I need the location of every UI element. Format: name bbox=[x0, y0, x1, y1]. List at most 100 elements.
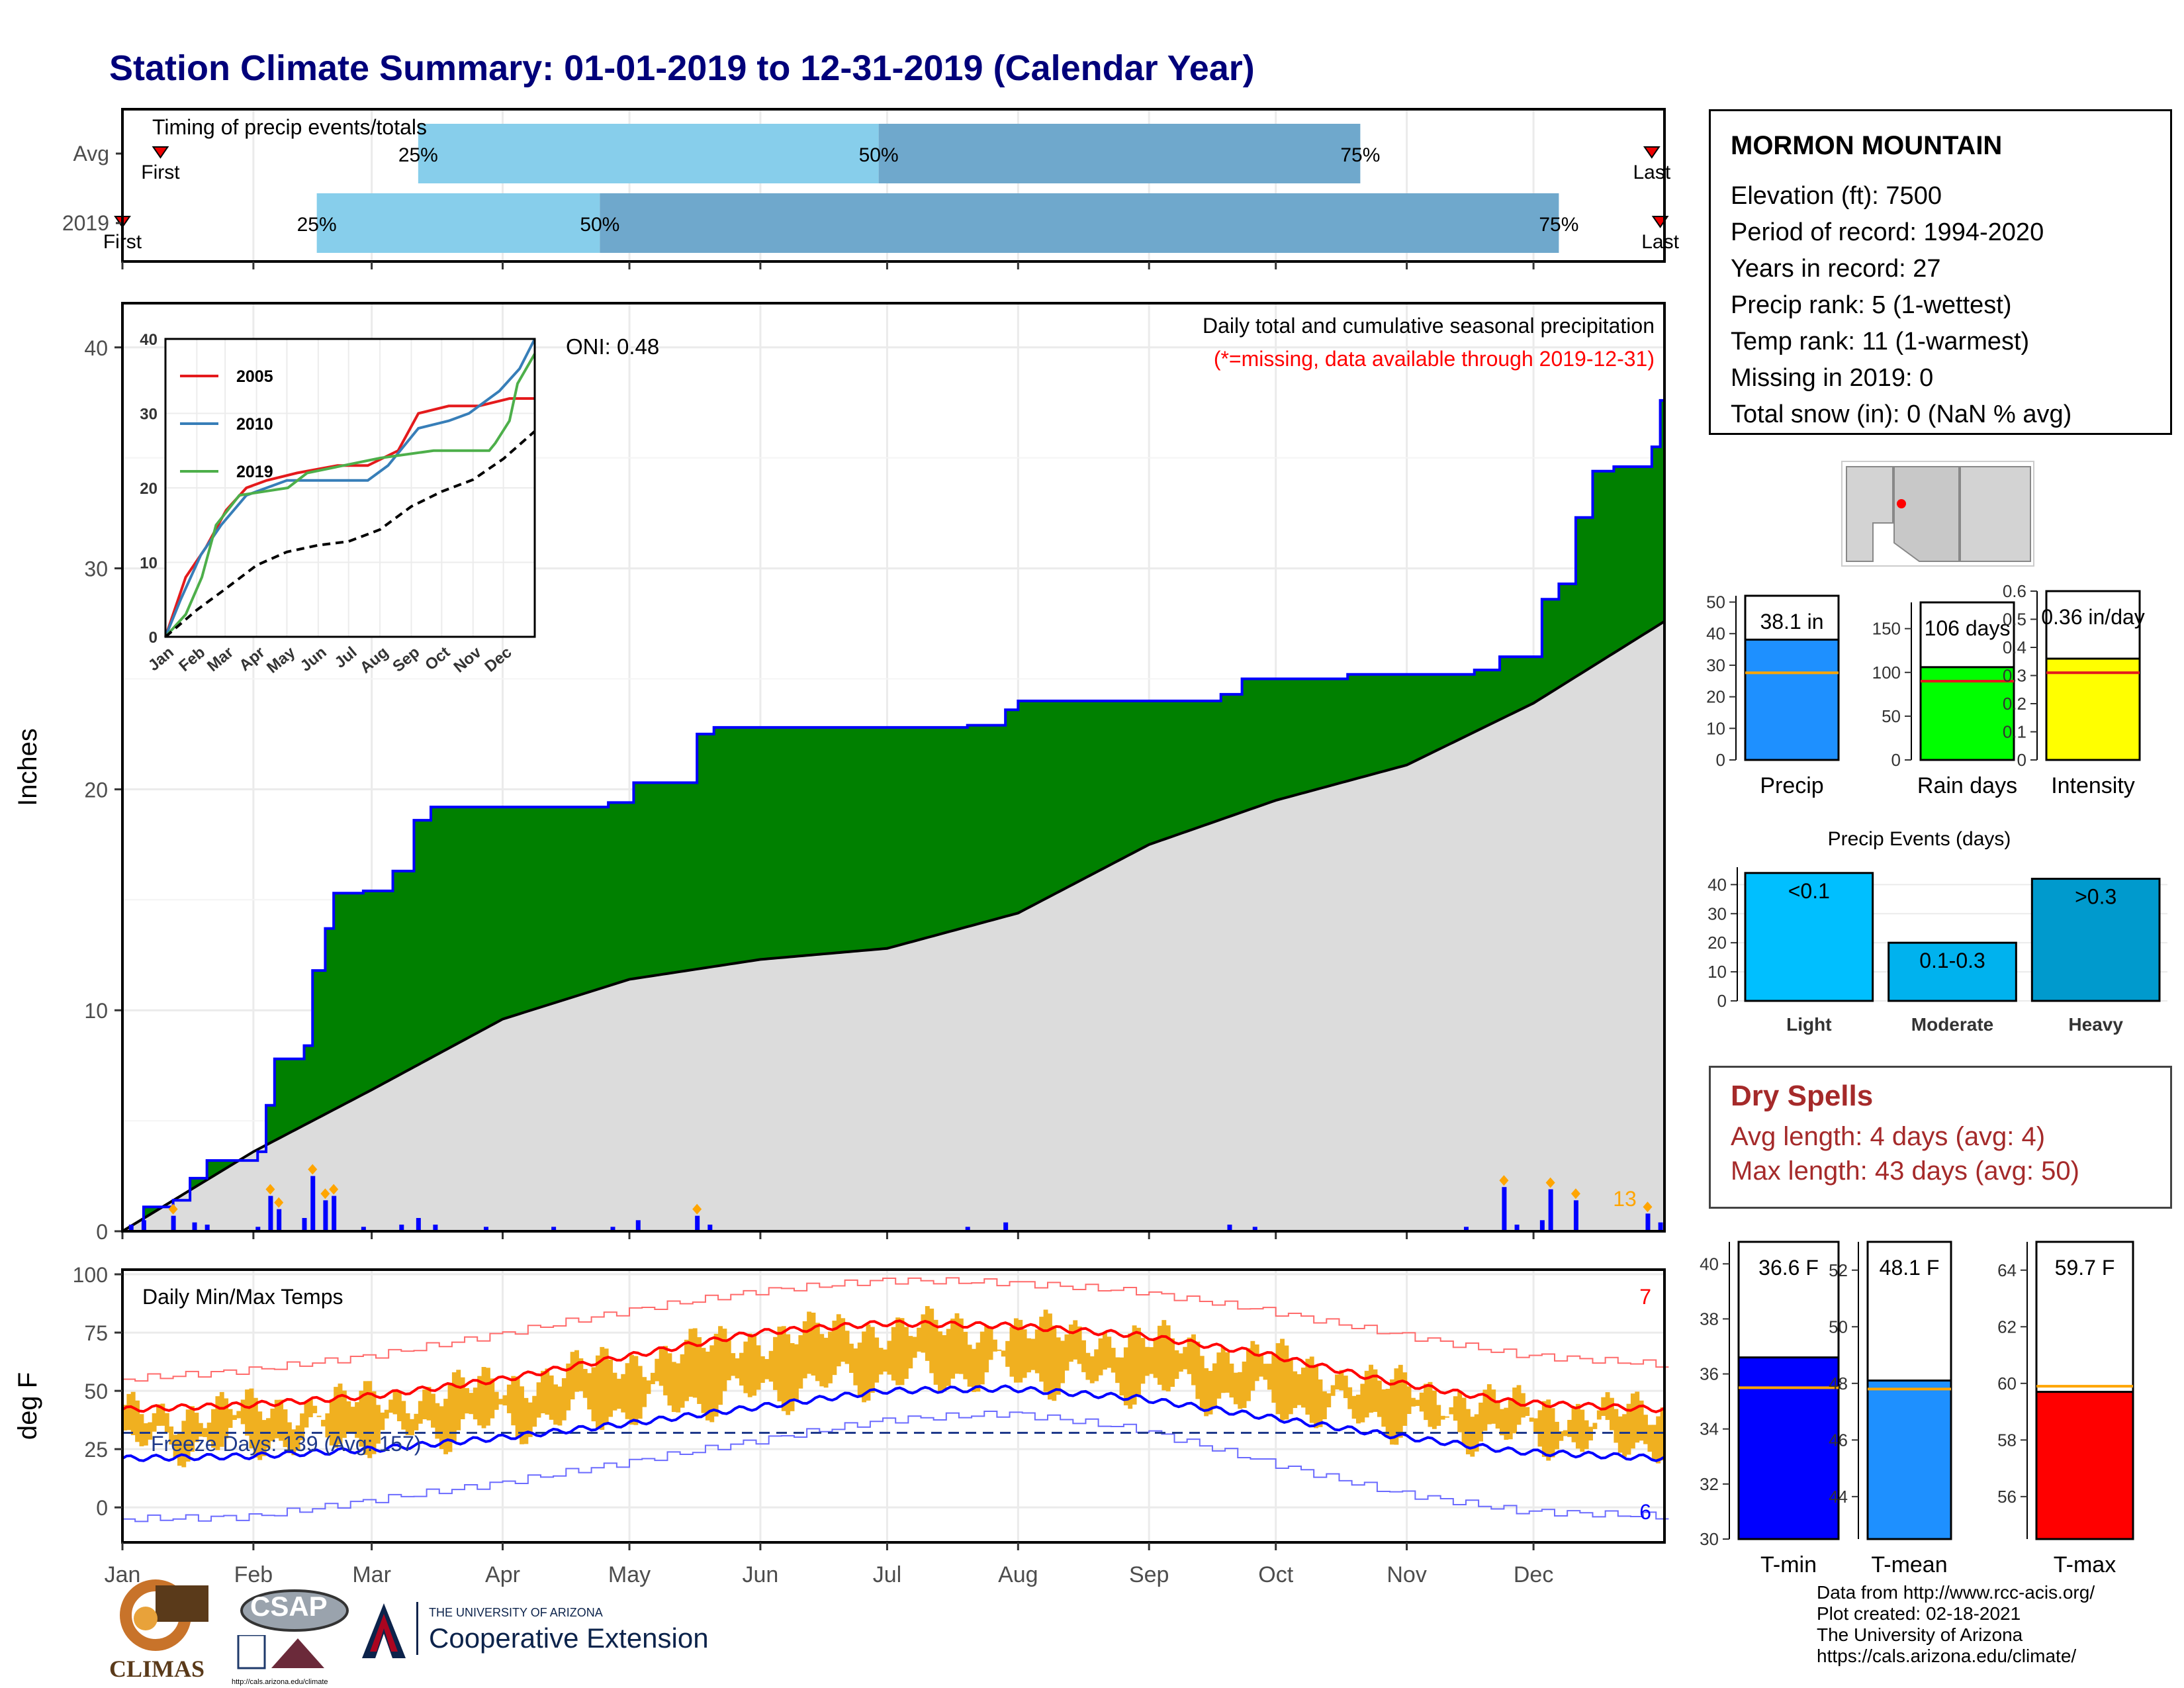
precip-total-y-tick-label: 30 bbox=[1706, 655, 1725, 675]
tmax-bar bbox=[2035, 1391, 2134, 1540]
precip-total-y-tick-label: 10 bbox=[1706, 718, 1725, 738]
precip-y-axis-label: Inches bbox=[13, 728, 42, 806]
daily-precip-bar bbox=[128, 1224, 134, 1231]
daily-temp-range-bar bbox=[1610, 1397, 1614, 1430]
daily-temp-range-bar bbox=[637, 1366, 643, 1419]
avg-min-line bbox=[122, 1384, 1666, 1462]
daily-temp-range-bar bbox=[832, 1321, 837, 1376]
daily-temp-range-bar bbox=[185, 1409, 191, 1462]
month-tick-label: Feb bbox=[234, 1562, 273, 1587]
tmin-bar bbox=[1737, 1356, 1840, 1540]
daily-temp-range-bar bbox=[1626, 1403, 1631, 1455]
daily-temp-range-bar bbox=[1280, 1338, 1285, 1421]
daily-temp-range-bar bbox=[1432, 1390, 1437, 1429]
daily-temp-range-bar bbox=[295, 1425, 300, 1451]
daily-temp-range-bar bbox=[954, 1313, 960, 1374]
daily-temp-range-bar bbox=[933, 1319, 938, 1385]
daily-temp-range-bar bbox=[1060, 1340, 1066, 1383]
daily-temp-range-bar bbox=[1212, 1363, 1217, 1407]
daily-temp-range-bar bbox=[515, 1376, 520, 1438]
daily-temp-range-bar bbox=[1246, 1348, 1251, 1401]
daily-temp-range-bar bbox=[1301, 1368, 1306, 1408]
daily-precip-bar bbox=[551, 1227, 557, 1231]
daily-temp-range-bar bbox=[1614, 1409, 1619, 1443]
daily-temp-range-bar bbox=[1026, 1338, 1031, 1373]
daily-temp-range-bar bbox=[1410, 1397, 1416, 1407]
daily-temp-range-bar bbox=[1630, 1393, 1635, 1449]
daily-temp-range-bar bbox=[536, 1382, 541, 1418]
daily-temp-range-bar bbox=[642, 1377, 647, 1407]
daily-temp-range-bar bbox=[350, 1407, 355, 1433]
daily-temp-range-bar bbox=[1208, 1370, 1213, 1415]
daily-precip-bar bbox=[695, 1215, 700, 1231]
daily-temp-range-bar bbox=[435, 1403, 440, 1439]
daily-temp-range-bar bbox=[1482, 1389, 1488, 1431]
daily-precip-bar bbox=[433, 1224, 438, 1231]
daily-temp-range-bar bbox=[1453, 1396, 1458, 1421]
daily-temp-range-bar bbox=[460, 1377, 465, 1420]
daily-max-marker bbox=[329, 1184, 339, 1195]
inset-y-tick-label: 40 bbox=[140, 331, 158, 349]
daily-temp-range-bar bbox=[1009, 1327, 1015, 1377]
timing-panel-border bbox=[121, 108, 1666, 263]
daily-precip-bar bbox=[1502, 1187, 1507, 1231]
daily-temp-range-bar bbox=[228, 1409, 233, 1429]
daily-temp-range-bar bbox=[219, 1391, 224, 1447]
daily-temp-range-bar bbox=[1351, 1395, 1357, 1419]
daily-temp-range-bar bbox=[1089, 1356, 1095, 1383]
inset-border bbox=[164, 338, 536, 638]
daily-temp-range-bar bbox=[1457, 1391, 1463, 1432]
temp-y-axis-label: deg F bbox=[13, 1372, 42, 1440]
daily-temp-range-bar bbox=[485, 1368, 490, 1426]
daily-temp-range-bar bbox=[371, 1391, 377, 1454]
daily-temp-range-bar bbox=[587, 1373, 592, 1410]
daily-temp-range-bar bbox=[1094, 1349, 1099, 1382]
precip-y-tick-label: 0 bbox=[96, 1220, 108, 1244]
map-state-newmexico bbox=[1960, 466, 2031, 562]
daily-temp-range-bar bbox=[768, 1350, 774, 1382]
daily-temp-range-bar bbox=[1394, 1368, 1399, 1445]
daily-temp-range-bar bbox=[1563, 1430, 1568, 1436]
daily-temp-range-bar bbox=[929, 1308, 934, 1374]
daily-temp-range-bar bbox=[1326, 1393, 1332, 1407]
daily-temp-range-bar bbox=[1034, 1329, 1040, 1374]
daily-temp-range-bar bbox=[701, 1348, 706, 1413]
daily-temp-range-bar bbox=[1318, 1379, 1323, 1427]
station-name: MORMON MOUNTAIN bbox=[1731, 131, 2003, 160]
temp-y-tick-label: 50 bbox=[84, 1380, 108, 1403]
daily-temp-range-bar bbox=[1537, 1410, 1543, 1447]
daily-temp-range-bar bbox=[857, 1342, 862, 1397]
mountain-icon bbox=[237, 1634, 324, 1669]
daily-temp-range-bar bbox=[697, 1337, 702, 1404]
tmin-y-tick-label: 38 bbox=[1700, 1309, 1719, 1329]
daily-temp-range-bar bbox=[1330, 1385, 1336, 1396]
daily-precip-bar bbox=[1252, 1227, 1257, 1231]
daily-temp-range-bar bbox=[1043, 1309, 1048, 1392]
precip-total-y-tick-label: 0 bbox=[1716, 750, 1725, 770]
daily-temp-range-bar bbox=[249, 1388, 254, 1448]
daily-max-marker bbox=[1570, 1188, 1580, 1199]
daily-temp-range-bar bbox=[211, 1409, 216, 1448]
daily-temp-range-bar bbox=[1385, 1389, 1390, 1438]
dry-spells-title: Dry Spells bbox=[1731, 1080, 1874, 1112]
daily-temp-range-bar bbox=[891, 1327, 896, 1381]
daily-temp-range-bar bbox=[883, 1349, 887, 1372]
daily-temp-range-bar bbox=[304, 1401, 309, 1428]
daily-temp-range-bar bbox=[1343, 1376, 1348, 1399]
daily-temp-range-bar bbox=[506, 1384, 512, 1413]
ua-logo: THE UNIVERSITY OF ARIZONA Cooperative Ex… bbox=[361, 1602, 758, 1668]
daily-precip-bar bbox=[707, 1224, 713, 1231]
daily-temp-range-bar bbox=[1013, 1318, 1019, 1383]
station-period: Period of record: 1994-2020 bbox=[1731, 218, 2044, 246]
daily-precip-bar bbox=[192, 1222, 197, 1231]
daily-temp-range-bar bbox=[1567, 1419, 1572, 1437]
daily-temp-range-bar bbox=[752, 1335, 757, 1396]
daily-temp-range-bar bbox=[1030, 1338, 1036, 1370]
daily-temp-range-bar bbox=[422, 1389, 428, 1420]
precip-title: Daily total and cumulative seasonal prec… bbox=[1203, 314, 1655, 338]
daily-temp-range-bar bbox=[346, 1401, 351, 1433]
timing-label-75: 75% bbox=[1539, 214, 1578, 236]
daily-temp-range-bar bbox=[684, 1339, 689, 1401]
station-precip-rank: Precip rank: 5 (1-wettest) bbox=[1731, 291, 2012, 319]
daily-temp-range-bar bbox=[578, 1358, 584, 1391]
